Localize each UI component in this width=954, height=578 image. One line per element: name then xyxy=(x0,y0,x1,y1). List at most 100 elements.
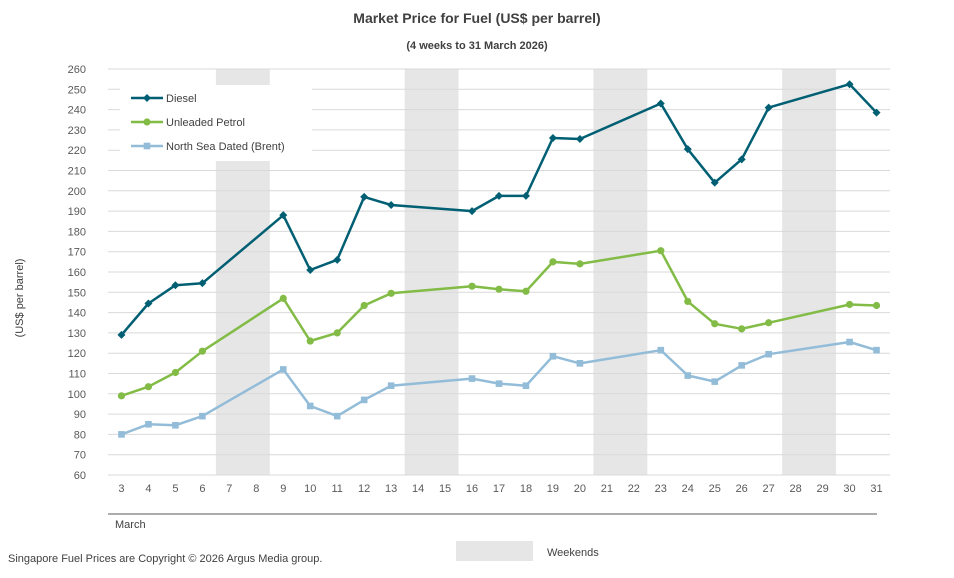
x-tick-label: 24 xyxy=(682,483,694,495)
data-point xyxy=(575,135,584,144)
data-point xyxy=(172,421,179,429)
data-point xyxy=(171,281,180,290)
y-tick-label: 200 xyxy=(68,186,86,198)
data-point xyxy=(710,178,719,187)
data-point xyxy=(279,294,287,302)
y-tick-label: 160 xyxy=(68,267,86,279)
y-tick-label: 140 xyxy=(68,308,86,320)
data-point xyxy=(468,207,477,216)
data-point xyxy=(576,260,584,268)
series-1 xyxy=(117,247,881,400)
data-point xyxy=(683,145,692,154)
weekends-legend-swatch xyxy=(456,541,533,561)
x-tick-label: 26 xyxy=(736,483,748,495)
data-point xyxy=(333,412,341,420)
legend-entry-0: Diesel xyxy=(131,93,197,105)
data-point xyxy=(171,368,180,377)
x-tick-label: 31 xyxy=(870,483,882,495)
x-tick-label: 15 xyxy=(439,483,451,495)
x-tick-label: 17 xyxy=(493,483,505,495)
x-tick-label: 9 xyxy=(280,483,286,495)
x-tick-label: 7 xyxy=(226,483,232,495)
data-point xyxy=(548,134,557,143)
y-tick-label: 180 xyxy=(68,226,86,238)
data-point xyxy=(279,211,288,220)
x-tick-label: 28 xyxy=(789,483,801,495)
data-point xyxy=(873,346,880,354)
data-point xyxy=(657,346,665,354)
data-point xyxy=(845,300,854,309)
y-tick-label: 60 xyxy=(74,470,86,482)
data-point xyxy=(333,329,341,337)
data-point xyxy=(279,366,287,373)
y-tick-label: 250 xyxy=(68,84,86,96)
x-tick-label: 3 xyxy=(118,483,124,495)
data-point xyxy=(765,350,772,358)
data-point xyxy=(738,325,746,333)
data-point xyxy=(495,380,503,387)
x-tick-label: 18 xyxy=(520,483,532,495)
y-tick-label: 130 xyxy=(68,328,86,340)
data-point xyxy=(872,108,881,117)
x-tick-label: 19 xyxy=(547,483,559,495)
legend-marker xyxy=(143,118,151,126)
data-point xyxy=(765,319,773,327)
data-point xyxy=(684,372,692,379)
y-tick-label: 150 xyxy=(68,287,86,299)
data-point xyxy=(495,285,503,293)
data-point xyxy=(117,392,126,400)
data-point xyxy=(656,99,665,108)
legend: Diesel Unleaded Petrol North Sea Dated (Br… xyxy=(120,85,312,161)
y-tick-label: 90 xyxy=(74,409,86,421)
data-point xyxy=(333,255,342,264)
x-tick-label: 10 xyxy=(304,483,316,495)
x-tick-label: 4 xyxy=(145,483,151,495)
data-point xyxy=(198,347,206,355)
legend-entry-1: Unleaded Petrol xyxy=(131,117,245,129)
copyright-text: Singapore Fuel Prices are Copyright © 20… xyxy=(8,553,323,565)
data-point xyxy=(657,247,665,255)
data-point xyxy=(468,375,476,382)
data-point xyxy=(145,420,152,428)
data-point xyxy=(684,297,692,306)
y-tick-label: 240 xyxy=(68,105,86,117)
y-tick-label: 170 xyxy=(68,247,86,259)
data-point xyxy=(199,412,206,420)
weekends-legend-label: Weekends xyxy=(547,547,599,559)
chart-title: Market Price for Fuel (US$ per barrel) xyxy=(353,10,601,26)
data-point xyxy=(576,360,584,367)
x-tick-label: 27 xyxy=(763,483,775,495)
series-2 xyxy=(118,338,880,438)
data-point xyxy=(495,191,503,200)
x-tick-label: 12 xyxy=(358,483,370,495)
data-point xyxy=(549,352,557,360)
data-point xyxy=(387,289,395,297)
y-tick-label: 210 xyxy=(68,166,86,178)
data-point xyxy=(846,338,853,346)
x-tick-label: 8 xyxy=(253,483,259,495)
y-tick-label: 100 xyxy=(68,389,86,401)
x-tick-label: 30 xyxy=(843,483,855,495)
chart-subtitle: (4 weeks to 31 March 2026) xyxy=(406,40,548,52)
data-point xyxy=(117,330,126,339)
axes: 3 4 5 6 7 8 9 10 11 12 13 14 15 16 17 18 19 20 21 22 23 24 25 2… xyxy=(108,483,883,515)
data-point xyxy=(387,201,396,210)
data-point xyxy=(118,431,125,438)
y-tick-label: 190 xyxy=(68,206,86,218)
data-point xyxy=(387,382,395,389)
y-tick-label: 80 xyxy=(74,429,86,441)
data-point xyxy=(306,402,314,410)
y-tick-label: 110 xyxy=(68,369,86,381)
series-lines xyxy=(117,80,881,438)
x-tick-label: 20 xyxy=(574,483,586,495)
data-point xyxy=(306,265,315,274)
data-point xyxy=(198,279,207,288)
legend-marker xyxy=(143,94,151,102)
x-axis-month-label: March xyxy=(115,519,146,531)
series-0 xyxy=(117,80,881,339)
x-tick-label: 5 xyxy=(172,483,178,495)
data-point xyxy=(144,383,153,391)
data-point xyxy=(306,337,314,345)
x-tick-label: 14 xyxy=(412,483,424,495)
